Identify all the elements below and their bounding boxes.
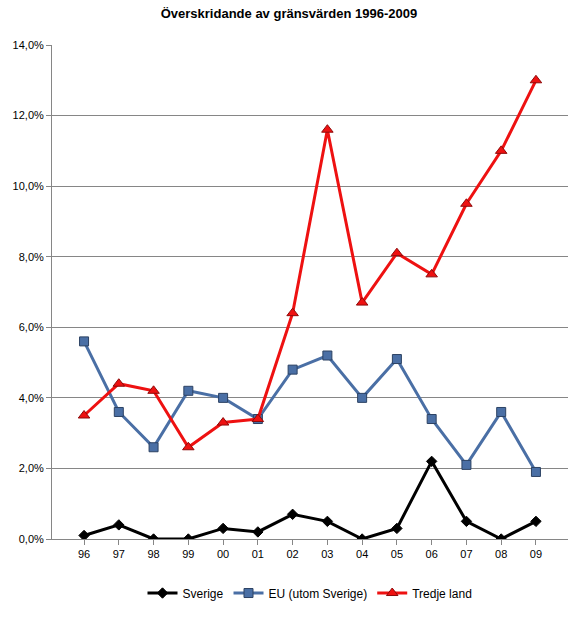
svg-text:0,0%: 0,0%: [19, 533, 44, 545]
svg-text:4,0%: 4,0%: [19, 392, 44, 404]
svg-text:96: 96: [78, 548, 90, 560]
svg-text:05: 05: [391, 548, 403, 560]
svg-text:06: 06: [426, 548, 438, 560]
svg-text:01: 01: [252, 548, 264, 560]
svg-text:Tredje land: Tredje land: [412, 587, 472, 601]
svg-text:98: 98: [147, 548, 159, 560]
svg-text:14,0%: 14,0%: [13, 39, 44, 51]
svg-text:02: 02: [286, 548, 298, 560]
svg-text:Sverige: Sverige: [183, 587, 224, 601]
svg-text:08: 08: [495, 548, 507, 560]
svg-text:09: 09: [530, 548, 542, 560]
svg-text:Överskridande av gränsvärden 1: Överskridande av gränsvärden 1996-2009: [161, 6, 418, 21]
svg-text:8,0%: 8,0%: [19, 251, 44, 263]
svg-text:10,0%: 10,0%: [13, 180, 44, 192]
svg-text:04: 04: [356, 548, 368, 560]
svg-text:03: 03: [321, 548, 333, 560]
svg-text:99: 99: [182, 548, 194, 560]
svg-text:12,0%: 12,0%: [13, 109, 44, 121]
svg-text:EU (utom Sverige): EU (utom Sverige): [269, 587, 368, 601]
svg-text:6,0%: 6,0%: [19, 321, 44, 333]
svg-text:07: 07: [460, 548, 472, 560]
svg-text:00: 00: [217, 548, 229, 560]
svg-text:2,0%: 2,0%: [19, 462, 44, 474]
svg-text:97: 97: [113, 548, 125, 560]
